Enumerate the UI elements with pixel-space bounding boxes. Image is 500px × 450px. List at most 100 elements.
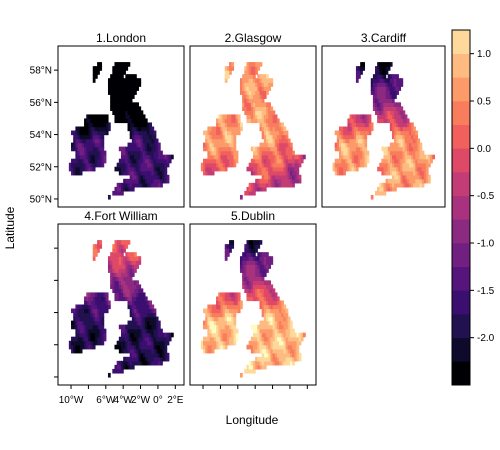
heatmap-cell (289, 340, 293, 346)
heatmap-cell (134, 126, 137, 132)
heatmap-cell (387, 102, 391, 107)
heatmap-cell (222, 166, 226, 172)
heatmap-cell (233, 300, 237, 306)
heatmap-cell (149, 162, 153, 168)
heatmap-cell (391, 178, 395, 184)
heatmap-cell (136, 154, 139, 160)
heatmap-cell (129, 178, 133, 184)
heatmap-cell (125, 178, 129, 184)
heatmap-cell (114, 90, 118, 95)
heatmap-cell (131, 86, 135, 91)
heatmap-cell (381, 190, 385, 196)
heatmap-cell (136, 288, 139, 294)
heatmap-cell (417, 142, 421, 148)
heatmap-cell (387, 158, 391, 164)
heatmap-cell (129, 154, 133, 160)
heatmap-cell (396, 106, 399, 112)
heatmap-cell (121, 324, 124, 330)
heatmap-cell (270, 134, 274, 140)
heatmap-cell (151, 336, 155, 342)
heatmap-cell (255, 154, 258, 160)
heatmap-cell (90, 332, 94, 338)
heatmap-cell (114, 368, 118, 374)
heatmap-cell (396, 134, 399, 140)
heatmap-cell (129, 264, 133, 269)
heatmap-cell (157, 348, 161, 354)
heatmap-cell (270, 122, 274, 128)
heatmap-cell (255, 344, 258, 350)
heatmap-cell (233, 122, 237, 128)
heatmap-cell (244, 264, 248, 269)
heatmap-cell (71, 158, 74, 164)
heatmap-cell (413, 126, 416, 132)
heatmap-cell (343, 170, 346, 176)
heatmap-cell (125, 256, 129, 261)
heatmap-cell (97, 62, 100, 67)
heatmap-cell (279, 170, 282, 176)
heatmap-cell (71, 162, 74, 168)
heatmap-cell (147, 312, 150, 318)
heatmap-cell (396, 166, 399, 172)
heatmap-cell (97, 292, 100, 298)
heatmap-cell (125, 276, 129, 281)
heatmap-cell (160, 356, 163, 362)
heatmap-cell (123, 296, 126, 302)
heatmap-cell (244, 110, 248, 116)
heatmap-cell (207, 312, 211, 318)
heatmap-cell (229, 332, 232, 338)
heatmap-cell (274, 296, 278, 302)
heatmap-cell (142, 142, 146, 148)
heatmap-cell (77, 158, 81, 164)
heatmap-cell (90, 308, 94, 314)
heatmap-cell (224, 126, 228, 132)
heatmap-cell (257, 348, 261, 354)
heatmap-cell (144, 312, 148, 318)
heatmap-cell (166, 336, 170, 342)
heatmap-cell (229, 340, 232, 346)
heatmap-cell (257, 276, 261, 281)
heatmap-cell (242, 268, 245, 273)
heatmap-cell (134, 268, 137, 273)
heatmap-cell (268, 256, 271, 261)
heatmap-cell (140, 146, 144, 152)
heatmap-cell (112, 82, 116, 87)
heatmap-cell (283, 182, 287, 188)
heatmap-cell (229, 138, 232, 144)
heatmap-cell (114, 78, 118, 83)
heatmap-cell (385, 166, 389, 172)
heatmap-cell (134, 292, 137, 298)
heatmap-cell (134, 138, 137, 144)
heatmap-cell (138, 114, 142, 120)
heatmap-cell (266, 170, 269, 176)
heatmap-cell (244, 368, 248, 374)
heatmap-cell (272, 134, 276, 140)
heatmap-cell (140, 360, 144, 366)
heatmap-cell (140, 336, 144, 342)
heatmap-cell (209, 138, 213, 144)
heatmap-cell (136, 130, 139, 136)
heatmap-cell (131, 264, 135, 269)
heatmap-cell (101, 146, 105, 152)
heatmap-cell (377, 62, 380, 67)
heatmap-cell (153, 308, 157, 314)
heatmap-cell (131, 106, 135, 112)
heatmap-cell (71, 336, 74, 342)
heatmap-cell (268, 142, 271, 148)
heatmap-cell (149, 158, 153, 164)
heatmap-cell (381, 62, 385, 67)
heatmap-cell (123, 118, 126, 124)
heatmap-cell (121, 340, 124, 346)
heatmap-cell (90, 122, 94, 128)
heatmap-cell (259, 260, 263, 265)
heatmap-cell (358, 70, 361, 75)
heatmap-cell (114, 256, 118, 261)
heatmap-cell (138, 328, 142, 334)
heatmap-cell (222, 344, 226, 350)
heatmap-cell (287, 352, 291, 358)
heatmap-cell (127, 256, 131, 261)
heatmap-cell (220, 292, 224, 298)
heatmap-cell (396, 178, 399, 184)
heatmap-cell (138, 126, 142, 132)
heatmap-cell (222, 154, 226, 160)
heatmap-cell (207, 320, 211, 326)
